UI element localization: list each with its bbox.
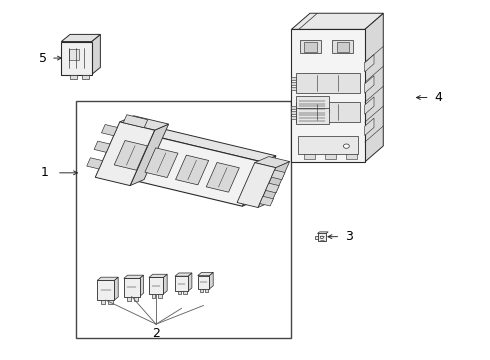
Polygon shape bbox=[243, 156, 276, 206]
Polygon shape bbox=[300, 40, 321, 53]
Polygon shape bbox=[296, 102, 360, 122]
Polygon shape bbox=[61, 41, 92, 75]
Polygon shape bbox=[365, 97, 374, 114]
Circle shape bbox=[320, 236, 323, 239]
Polygon shape bbox=[163, 274, 167, 294]
Polygon shape bbox=[61, 35, 100, 41]
Polygon shape bbox=[332, 40, 353, 53]
Text: 3: 3 bbox=[345, 230, 353, 243]
Polygon shape bbox=[145, 148, 178, 177]
Polygon shape bbox=[318, 232, 328, 233]
Polygon shape bbox=[103, 129, 262, 206]
Polygon shape bbox=[318, 233, 326, 241]
Polygon shape bbox=[188, 273, 192, 291]
Polygon shape bbox=[175, 276, 188, 291]
Polygon shape bbox=[97, 280, 114, 300]
Polygon shape bbox=[100, 300, 105, 305]
Polygon shape bbox=[124, 275, 144, 278]
Bar bbox=[76, 101, 292, 338]
Polygon shape bbox=[296, 108, 329, 123]
Polygon shape bbox=[149, 278, 163, 294]
Text: 4: 4 bbox=[434, 91, 442, 104]
Polygon shape bbox=[292, 87, 296, 90]
Polygon shape bbox=[315, 236, 318, 239]
Polygon shape bbox=[337, 42, 349, 52]
Polygon shape bbox=[292, 30, 365, 162]
Polygon shape bbox=[325, 154, 336, 159]
Polygon shape bbox=[197, 276, 209, 289]
Polygon shape bbox=[158, 294, 162, 298]
Polygon shape bbox=[114, 140, 147, 170]
Polygon shape bbox=[237, 163, 276, 207]
Polygon shape bbox=[365, 13, 383, 162]
Polygon shape bbox=[97, 277, 118, 280]
Polygon shape bbox=[296, 96, 329, 112]
Polygon shape bbox=[197, 273, 213, 276]
Polygon shape bbox=[95, 122, 155, 186]
Polygon shape bbox=[149, 274, 167, 278]
Polygon shape bbox=[271, 170, 285, 180]
Text: 2: 2 bbox=[152, 327, 160, 339]
Polygon shape bbox=[87, 158, 102, 169]
Polygon shape bbox=[266, 183, 279, 193]
Polygon shape bbox=[140, 275, 144, 297]
Polygon shape bbox=[365, 54, 374, 72]
Polygon shape bbox=[175, 155, 209, 185]
Polygon shape bbox=[177, 291, 181, 294]
Polygon shape bbox=[292, 106, 296, 109]
Polygon shape bbox=[206, 162, 239, 192]
Polygon shape bbox=[292, 13, 383, 30]
Text: 5: 5 bbox=[39, 51, 47, 64]
Polygon shape bbox=[365, 76, 374, 93]
Polygon shape bbox=[130, 124, 169, 186]
Polygon shape bbox=[346, 154, 357, 159]
Polygon shape bbox=[114, 277, 118, 300]
Polygon shape bbox=[365, 118, 374, 135]
Polygon shape bbox=[183, 291, 187, 294]
Polygon shape bbox=[200, 289, 203, 292]
Polygon shape bbox=[92, 35, 100, 75]
Polygon shape bbox=[296, 73, 360, 93]
Polygon shape bbox=[304, 42, 317, 52]
Polygon shape bbox=[123, 115, 147, 128]
Polygon shape bbox=[209, 273, 213, 289]
Polygon shape bbox=[298, 135, 358, 154]
Polygon shape bbox=[122, 122, 276, 162]
Polygon shape bbox=[94, 141, 110, 152]
Polygon shape bbox=[120, 116, 169, 130]
Polygon shape bbox=[124, 278, 140, 297]
Polygon shape bbox=[69, 49, 79, 60]
Text: 1: 1 bbox=[41, 166, 49, 179]
Polygon shape bbox=[292, 82, 296, 85]
Polygon shape bbox=[82, 75, 89, 79]
Polygon shape bbox=[108, 300, 113, 305]
Polygon shape bbox=[255, 157, 290, 168]
Polygon shape bbox=[71, 75, 77, 79]
Polygon shape bbox=[175, 273, 192, 276]
Polygon shape bbox=[292, 77, 296, 80]
Polygon shape bbox=[292, 116, 296, 119]
Polygon shape bbox=[260, 196, 273, 206]
Polygon shape bbox=[292, 111, 296, 114]
Polygon shape bbox=[205, 289, 208, 292]
Polygon shape bbox=[152, 294, 155, 298]
Circle shape bbox=[343, 144, 349, 148]
Polygon shape bbox=[258, 162, 290, 207]
Polygon shape bbox=[101, 125, 117, 136]
Polygon shape bbox=[304, 154, 315, 159]
Polygon shape bbox=[127, 297, 131, 301]
Polygon shape bbox=[134, 297, 138, 301]
